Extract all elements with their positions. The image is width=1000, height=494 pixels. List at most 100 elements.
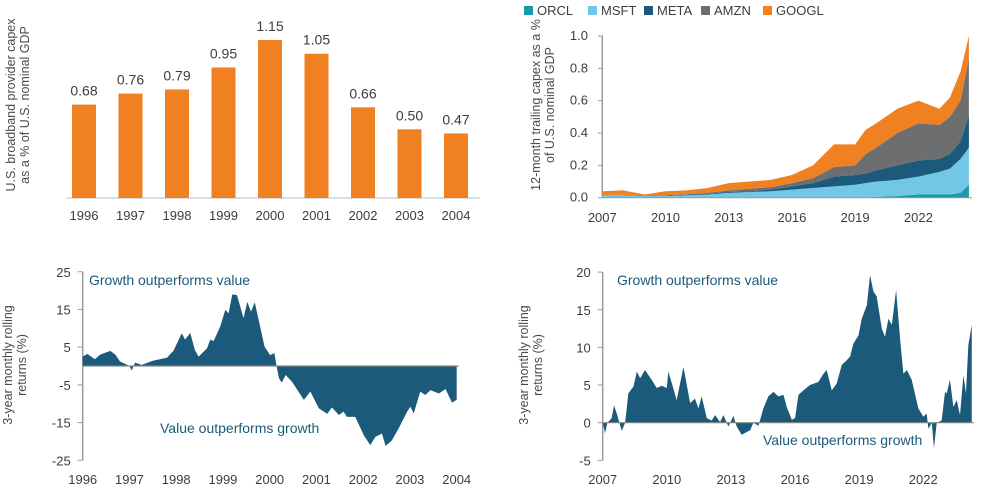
- x-tick-label: 2003: [395, 208, 424, 223]
- x-tick-label: 2004: [442, 472, 471, 487]
- y-tick-label: 25: [56, 265, 70, 280]
- legend-label: MSFT: [601, 3, 636, 18]
- x-tick-label: 1996: [70, 208, 99, 223]
- y-tick-label: 5: [583, 378, 590, 393]
- return-area: [82, 294, 457, 446]
- x-tick-label: 1997: [115, 472, 144, 487]
- y-axis-label: 3-year monthly rolling: [517, 305, 531, 425]
- x-tick-label: 2013: [716, 472, 745, 487]
- x-tick-label: 2022: [904, 210, 933, 225]
- bar: [72, 104, 96, 198]
- y-axis-label: returns (%): [531, 334, 545, 396]
- bar: [118, 93, 143, 198]
- legend-swatch-msft: [588, 6, 597, 15]
- x-tick-label: 1998: [163, 208, 192, 223]
- x-tick-label: 2022: [909, 472, 938, 487]
- legend-label: META: [657, 3, 692, 18]
- area-googl: [602, 36, 969, 196]
- data-label: 0.95: [210, 45, 237, 61]
- x-tick-label: 2002: [349, 472, 378, 487]
- y-tick-label: 15: [56, 302, 70, 317]
- y-tick-label: 0: [583, 416, 590, 431]
- y-axis-label: 12-month trailing capex as a %: [529, 19, 543, 191]
- x-tick-label: 2003: [395, 472, 424, 487]
- y-tick-label: 0.8: [570, 60, 588, 75]
- y-tick-label: -15: [52, 416, 71, 431]
- bar: [165, 89, 189, 198]
- legend-swatch-googl: [763, 6, 772, 15]
- y-tick-label: 15: [576, 303, 590, 318]
- area-msft: [602, 147, 969, 198]
- return-area: [602, 275, 972, 449]
- data-label: 0.68: [70, 83, 97, 99]
- y-tick-label: 0.4: [570, 125, 588, 140]
- y-tick-label: 1.0: [570, 28, 588, 43]
- legend-label: GOOGL: [776, 3, 824, 18]
- data-label: 1.15: [256, 18, 283, 34]
- x-tick-label: 2004: [442, 208, 471, 223]
- x-tick-label: 2001: [302, 208, 331, 223]
- x-tick-label: 1999: [209, 208, 238, 223]
- x-tick-label: 2019: [841, 210, 870, 225]
- x-tick-label: 2013: [714, 210, 743, 225]
- data-label: 0.50: [396, 107, 423, 123]
- bar: [444, 133, 468, 198]
- chart-broadband-capex: U.S. broadband provider capex as a % of U…: [4, 18, 480, 223]
- x-tick-label: 2007: [588, 210, 617, 225]
- y-tick-label: 0.2: [570, 157, 588, 172]
- data-label: 0.76: [117, 72, 144, 88]
- annotation-growth: Growth outperforms value: [89, 272, 250, 288]
- y-tick-label: -5: [579, 453, 591, 468]
- legend-swatch-orcl: [524, 6, 533, 15]
- area-orcl: [602, 184, 969, 198]
- y-axis-label: 3-year monthly rolling: [1, 305, 15, 425]
- legend-label: AMZN: [714, 3, 751, 18]
- chart-hyperscaler-capex: 12-month trailing capex as a % of U.S. no…: [524, 3, 972, 225]
- area-meta: [602, 115, 969, 197]
- annotation-value: Value outperforms growth: [160, 420, 319, 436]
- y-axis-label: as a % of U.S. nominal GDP: [18, 26, 32, 184]
- data-label: 0.79: [163, 67, 190, 83]
- bar: [304, 53, 329, 199]
- y-tick-label: -5: [59, 378, 71, 393]
- y-tick-label: -25: [52, 453, 71, 468]
- x-tick-label: 2016: [777, 210, 806, 225]
- x-tick-label: 2007: [588, 472, 617, 487]
- x-tick-label: 1999: [208, 472, 237, 487]
- x-tick-label: 1997: [116, 208, 145, 223]
- y-tick-label: 20: [576, 265, 590, 280]
- y-tick-label: 0.0: [570, 190, 588, 205]
- x-tick-label: 2002: [349, 208, 378, 223]
- area-amzn: [602, 58, 969, 197]
- data-label: 0.47: [442, 111, 469, 127]
- bar: [397, 129, 422, 198]
- x-tick-label: 2000: [256, 208, 285, 223]
- bar: [351, 107, 375, 198]
- data-label: 1.05: [303, 32, 330, 48]
- x-tick-label: 1996: [68, 472, 97, 487]
- legend-label: ORCL: [537, 3, 573, 18]
- y-tick-label: 10: [576, 340, 590, 355]
- annotation-value: Value outperforms growth: [763, 432, 922, 448]
- legend-swatch-amzn: [701, 6, 710, 15]
- y-axis-label: returns (%): [15, 334, 29, 396]
- chart-rolling-returns-2007-2024: 3-year monthly rolling returns (%) 20 15 10 5…: [517, 265, 974, 487]
- y-axis-label: U.S. broadband provider capex: [4, 18, 18, 192]
- x-tick-label: 2010: [652, 472, 681, 487]
- x-tick-label: 2019: [845, 472, 874, 487]
- chart-rolling-returns-1996-2004: 3-year monthly rolling returns (%) 25 15 5 -5…: [1, 265, 471, 487]
- legend-swatch-meta: [644, 6, 653, 15]
- data-label: 0.66: [349, 85, 376, 101]
- y-tick-label: 0.6: [570, 93, 588, 108]
- annotation-growth: Growth outperforms value: [617, 272, 778, 288]
- x-tick-label: 2001: [302, 472, 331, 487]
- x-tick-label: 1998: [162, 472, 191, 487]
- x-tick-label: 2010: [651, 210, 680, 225]
- x-tick-label: 2000: [255, 472, 284, 487]
- bar: [258, 39, 282, 198]
- x-tick-label: 2016: [781, 472, 810, 487]
- bar: [211, 67, 236, 198]
- y-tick-label: 5: [63, 340, 70, 355]
- y-axis-label: of U.S. nominal GDP: [543, 47, 557, 163]
